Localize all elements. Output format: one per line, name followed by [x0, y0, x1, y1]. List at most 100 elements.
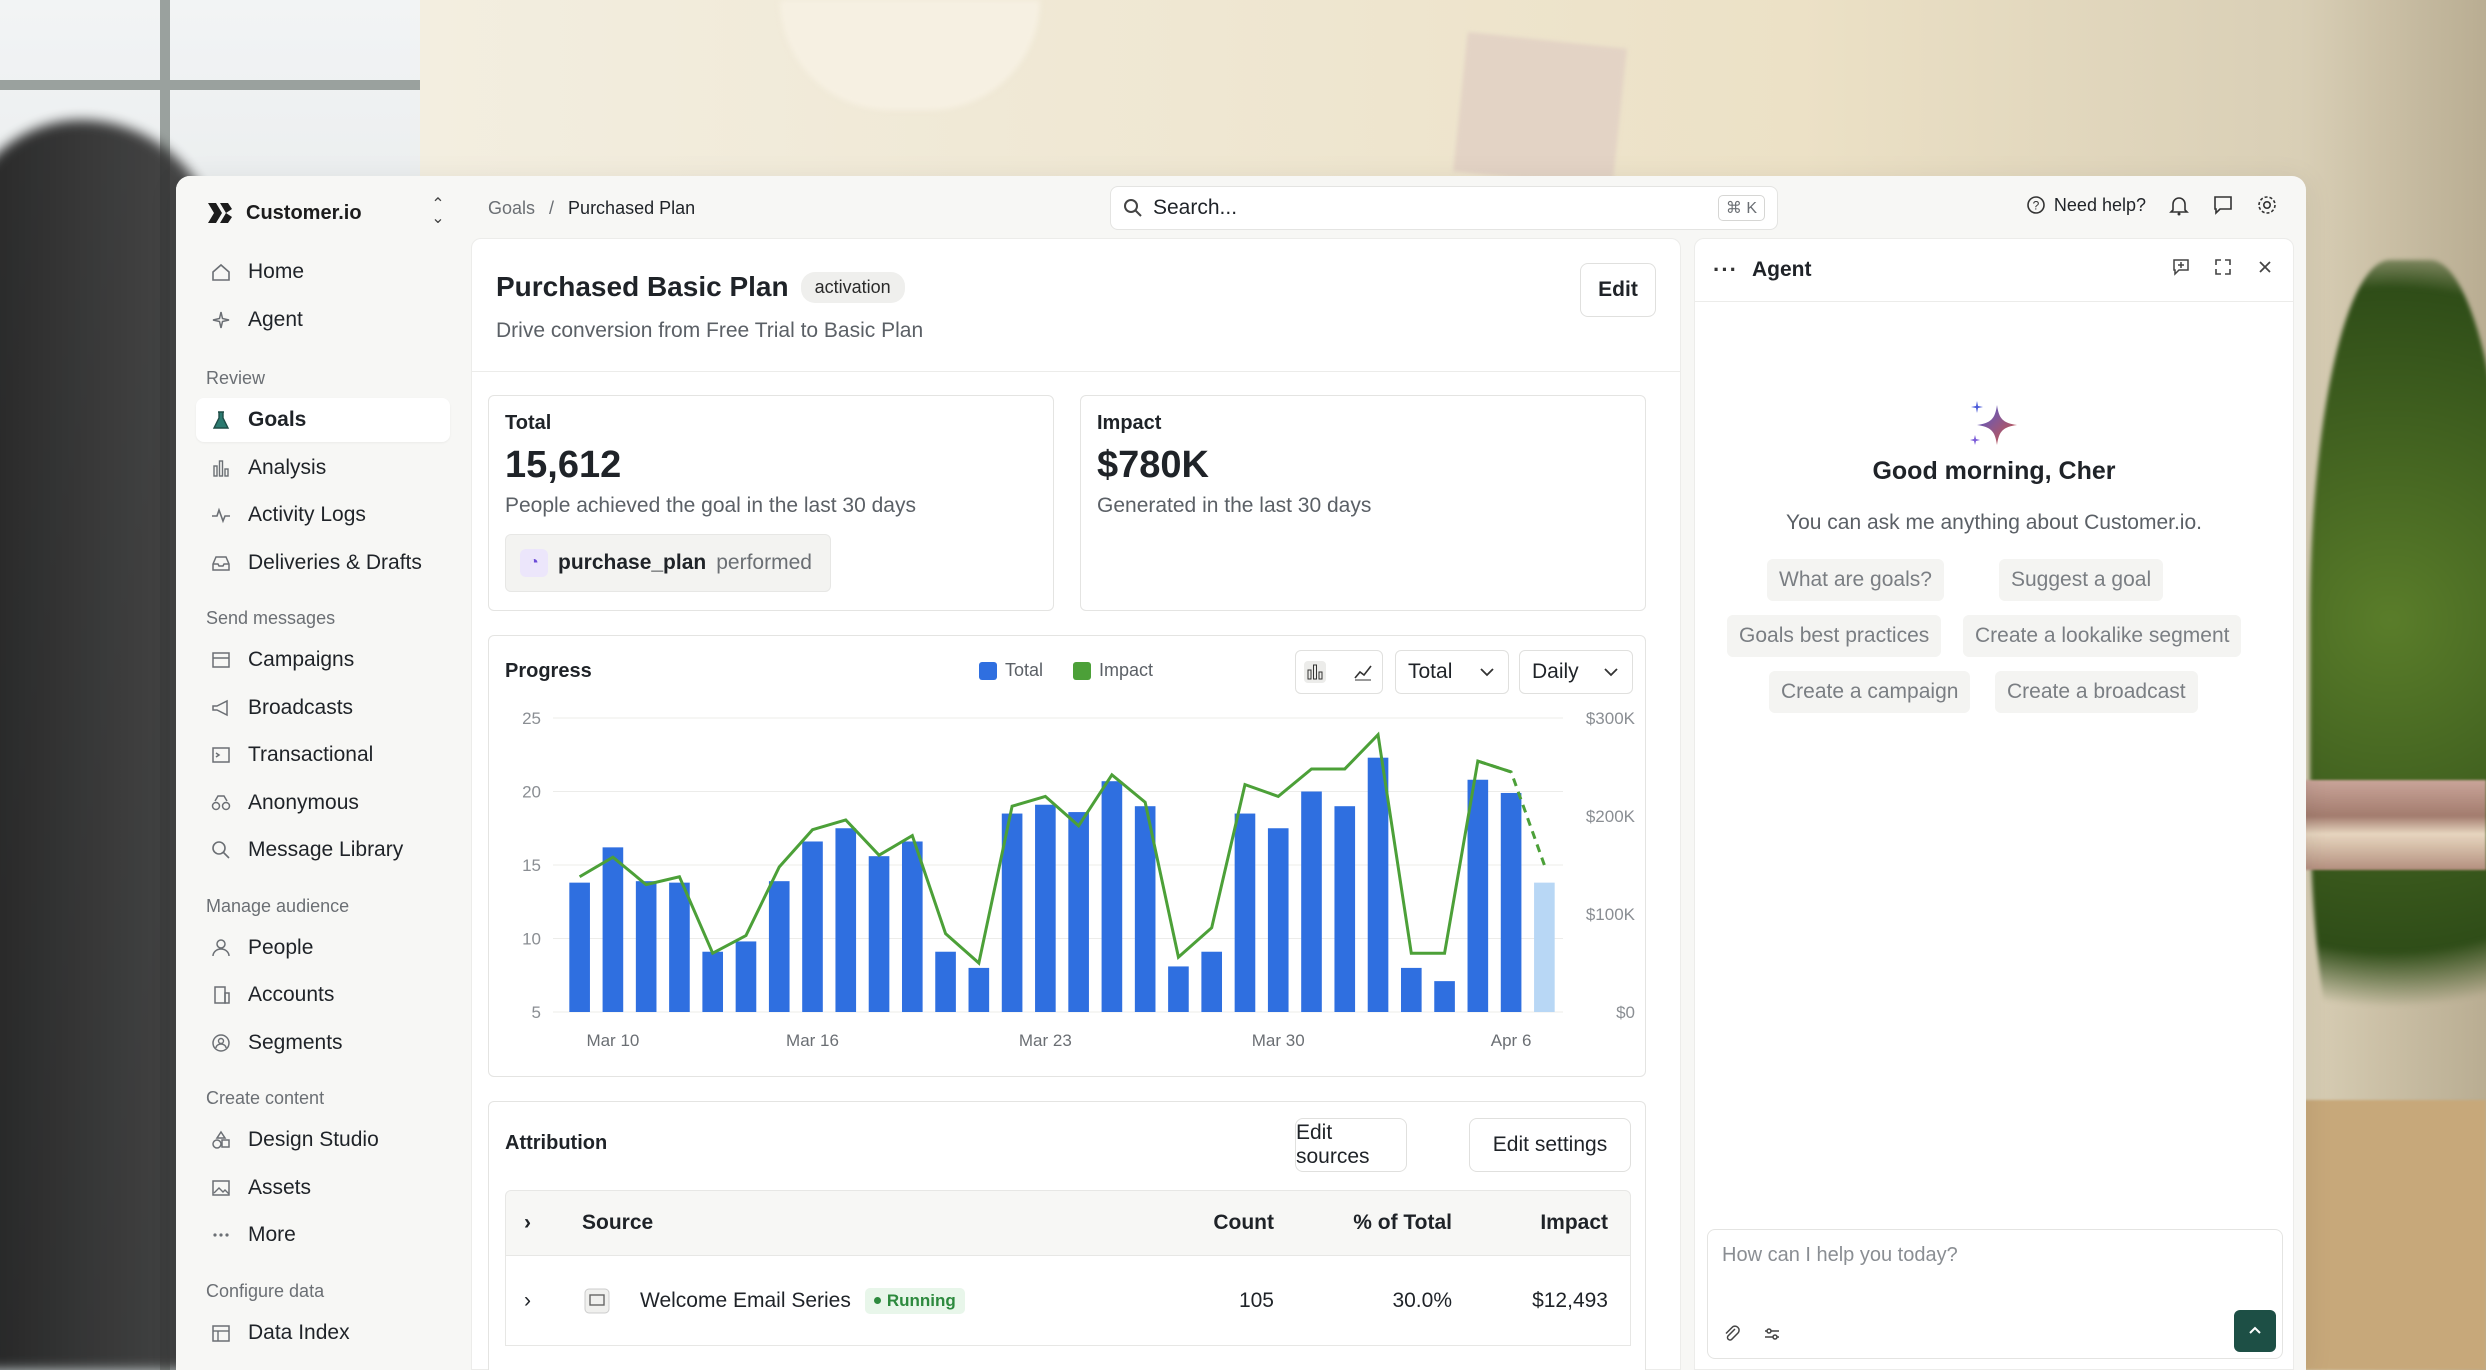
legend-total[interactable]: Total	[979, 660, 1043, 681]
sidebar-item-campaigns[interactable]: Campaigns	[196, 638, 450, 682]
sidebar-item-label: Design Studio	[248, 1128, 379, 1151]
suggestion-chip[interactable]: Create a lookalike segment	[1963, 615, 2242, 657]
line-chart-icon[interactable]	[1352, 661, 1374, 683]
sidebar-item-label: Assets	[248, 1175, 312, 1199]
sidebar-item-people[interactable]: People	[196, 926, 450, 970]
interval-select[interactable]: Daily	[1519, 650, 1633, 694]
sidebar-item-message-library[interactable]: Message Library	[196, 828, 450, 872]
sidebar-item-home[interactable]: Home	[196, 250, 450, 294]
suggestion-chip[interactable]: Suggest a goal	[1999, 559, 2164, 601]
event-name: purchase_plan	[558, 551, 707, 574]
sidebar-item-accounts[interactable]: Accounts	[196, 973, 450, 1017]
sidebar-item-activity-logs[interactable]: Activity Logs	[196, 493, 450, 537]
sidebar-item-assets[interactable]: Assets	[196, 1166, 450, 1210]
sidebar-item-analysis[interactable]: Analysis	[196, 446, 450, 490]
y2-tick-label: $300K	[1586, 712, 1636, 728]
x-tick-label: Mar 10	[586, 1031, 639, 1050]
metric-select[interactable]: Total	[1395, 650, 1509, 694]
goal-detail-panel: Purchased Basic Plan activation Drive co…	[471, 238, 1681, 1370]
event-suffix: performed	[716, 551, 812, 574]
sparkle-icon	[1970, 401, 2017, 445]
x-tick-label: Mar 30	[1252, 1031, 1305, 1050]
legend-impact[interactable]: Impact	[1073, 660, 1153, 681]
breadcrumb-goals-link[interactable]: Goals	[488, 198, 536, 218]
chart-bar	[735, 941, 757, 1012]
chat-icon[interactable]	[2212, 194, 2234, 216]
agent-greeting: Good morning, Cher	[1872, 457, 2116, 485]
settings-sliders-icon[interactable]	[1762, 1324, 1782, 1344]
workspace-switcher[interactable]: Customer.io	[206, 196, 362, 230]
sidebar-item-design-studio[interactable]: Design Studio	[196, 1118, 450, 1162]
chevron-down-icon	[1480, 668, 1494, 677]
chart-bar	[635, 881, 657, 1012]
background-picture-frame	[1453, 32, 1627, 188]
bar-chart-icon[interactable]	[1304, 661, 1326, 683]
background-window-frame	[0, 80, 420, 90]
sidebar-item-goals[interactable]: Goals	[196, 398, 450, 442]
sidebar-item-transactional[interactable]: Transactional	[196, 733, 450, 777]
header-divider	[472, 371, 1680, 372]
sidebar-item-broadcasts[interactable]: Broadcasts	[196, 686, 450, 730]
sidebar-item-label: Segments	[248, 1030, 343, 1054]
chart-type-toggle[interactable]	[1295, 650, 1383, 694]
sidebar-item-agent[interactable]: Agent	[196, 298, 450, 342]
chevron-updown-icon[interactable]: ⌃ ⌄	[431, 196, 445, 227]
chart-bar	[802, 841, 823, 1012]
suggestion-chip[interactable]: Goals best practices	[1727, 615, 1942, 657]
goal-tag: activation	[800, 271, 905, 303]
chart-bar	[1134, 806, 1156, 1012]
col-source[interactable]: Source	[582, 1211, 654, 1234]
edit-settings-button[interactable]: Edit settings	[1469, 1118, 1631, 1172]
impact-label: Impact	[1097, 412, 1162, 434]
col-impact[interactable]: Impact	[1540, 1211, 1608, 1234]
new-chat-icon[interactable]	[2171, 257, 2191, 277]
col-pct[interactable]: % of Total	[1353, 1211, 1452, 1234]
pct-cell: 30.0%	[1392, 1288, 1452, 1312]
paperclip-icon[interactable]	[1722, 1324, 1742, 1344]
sidebar-item-deliveries-drafts[interactable]: Deliveries & Drafts	[196, 541, 450, 585]
col-count[interactable]: Count	[1213, 1211, 1274, 1234]
chart-bar	[1168, 966, 1189, 1012]
inbox-icon	[208, 550, 234, 576]
sidebar-item-segments[interactable]: Segments	[196, 1021, 450, 1065]
chart-bar	[868, 856, 890, 1012]
terminal-icon	[208, 742, 234, 768]
chart-bar	[768, 881, 790, 1012]
chart-bar	[602, 847, 624, 1012]
search-input[interactable]: Search... ⌘ K	[1110, 186, 1778, 230]
sidebar-item-data-index[interactable]: Data Index	[196, 1311, 450, 1355]
flask-icon	[208, 407, 234, 433]
sidebar-item-label: More	[248, 1223, 296, 1246]
legend-impact-label: Impact	[1099, 660, 1154, 680]
more-icon[interactable]: ···	[1713, 257, 1738, 282]
chart-bar	[935, 951, 956, 1012]
sidebar-section-title: Manage audience	[206, 895, 350, 916]
agent-chat-input[interactable]: How can I help you today?	[1707, 1229, 2283, 1359]
expand-icon[interactable]	[2213, 257, 2233, 277]
table-row[interactable]: › Welcome Email Series Running 105 30.0%…	[505, 1256, 1631, 1346]
sidebar-item-anonymous[interactable]: Anonymous	[196, 781, 450, 825]
gear-icon[interactable]	[2256, 194, 2278, 216]
expand-all-icon[interactable]: ›	[524, 1211, 531, 1234]
chart-bar	[1367, 757, 1389, 1012]
send-button[interactable]	[2234, 1310, 2276, 1352]
sidebar-item-label: Goals	[248, 408, 307, 431]
impact-card: Impact $780K Generated in the last 30 da…	[1080, 395, 1646, 611]
source-name[interactable]: Welcome Email Series	[640, 1288, 851, 1312]
sidebar-item-more[interactable]: More	[196, 1213, 450, 1257]
suggestion-chip[interactable]: Create a campaign	[1769, 671, 1971, 713]
app-window: Customer.io ⌃ ⌄ Home Agent Review Goals Analy…	[176, 176, 2306, 1370]
expand-row-icon[interactable]: ›	[524, 1288, 531, 1312]
help-button[interactable]: ? Need help?	[2026, 195, 2146, 216]
edit-sources-button[interactable]: Edit sources	[1295, 1118, 1407, 1172]
suggestion-chip[interactable]: Create a broadcast	[1995, 671, 2198, 713]
database-icon	[208, 1320, 234, 1346]
bell-icon[interactable]	[2168, 194, 2190, 216]
y2-tick-label: $0	[1616, 1003, 1635, 1022]
edit-button[interactable]: Edit	[1580, 263, 1656, 317]
close-icon[interactable]	[2255, 257, 2275, 277]
sparkle-icon	[208, 307, 234, 333]
goal-event-chip[interactable]: ◔ purchase_plan performed	[505, 534, 831, 592]
svg-text:?: ?	[2033, 199, 2040, 213]
suggestion-chip[interactable]: What are goals?	[1767, 559, 1944, 601]
